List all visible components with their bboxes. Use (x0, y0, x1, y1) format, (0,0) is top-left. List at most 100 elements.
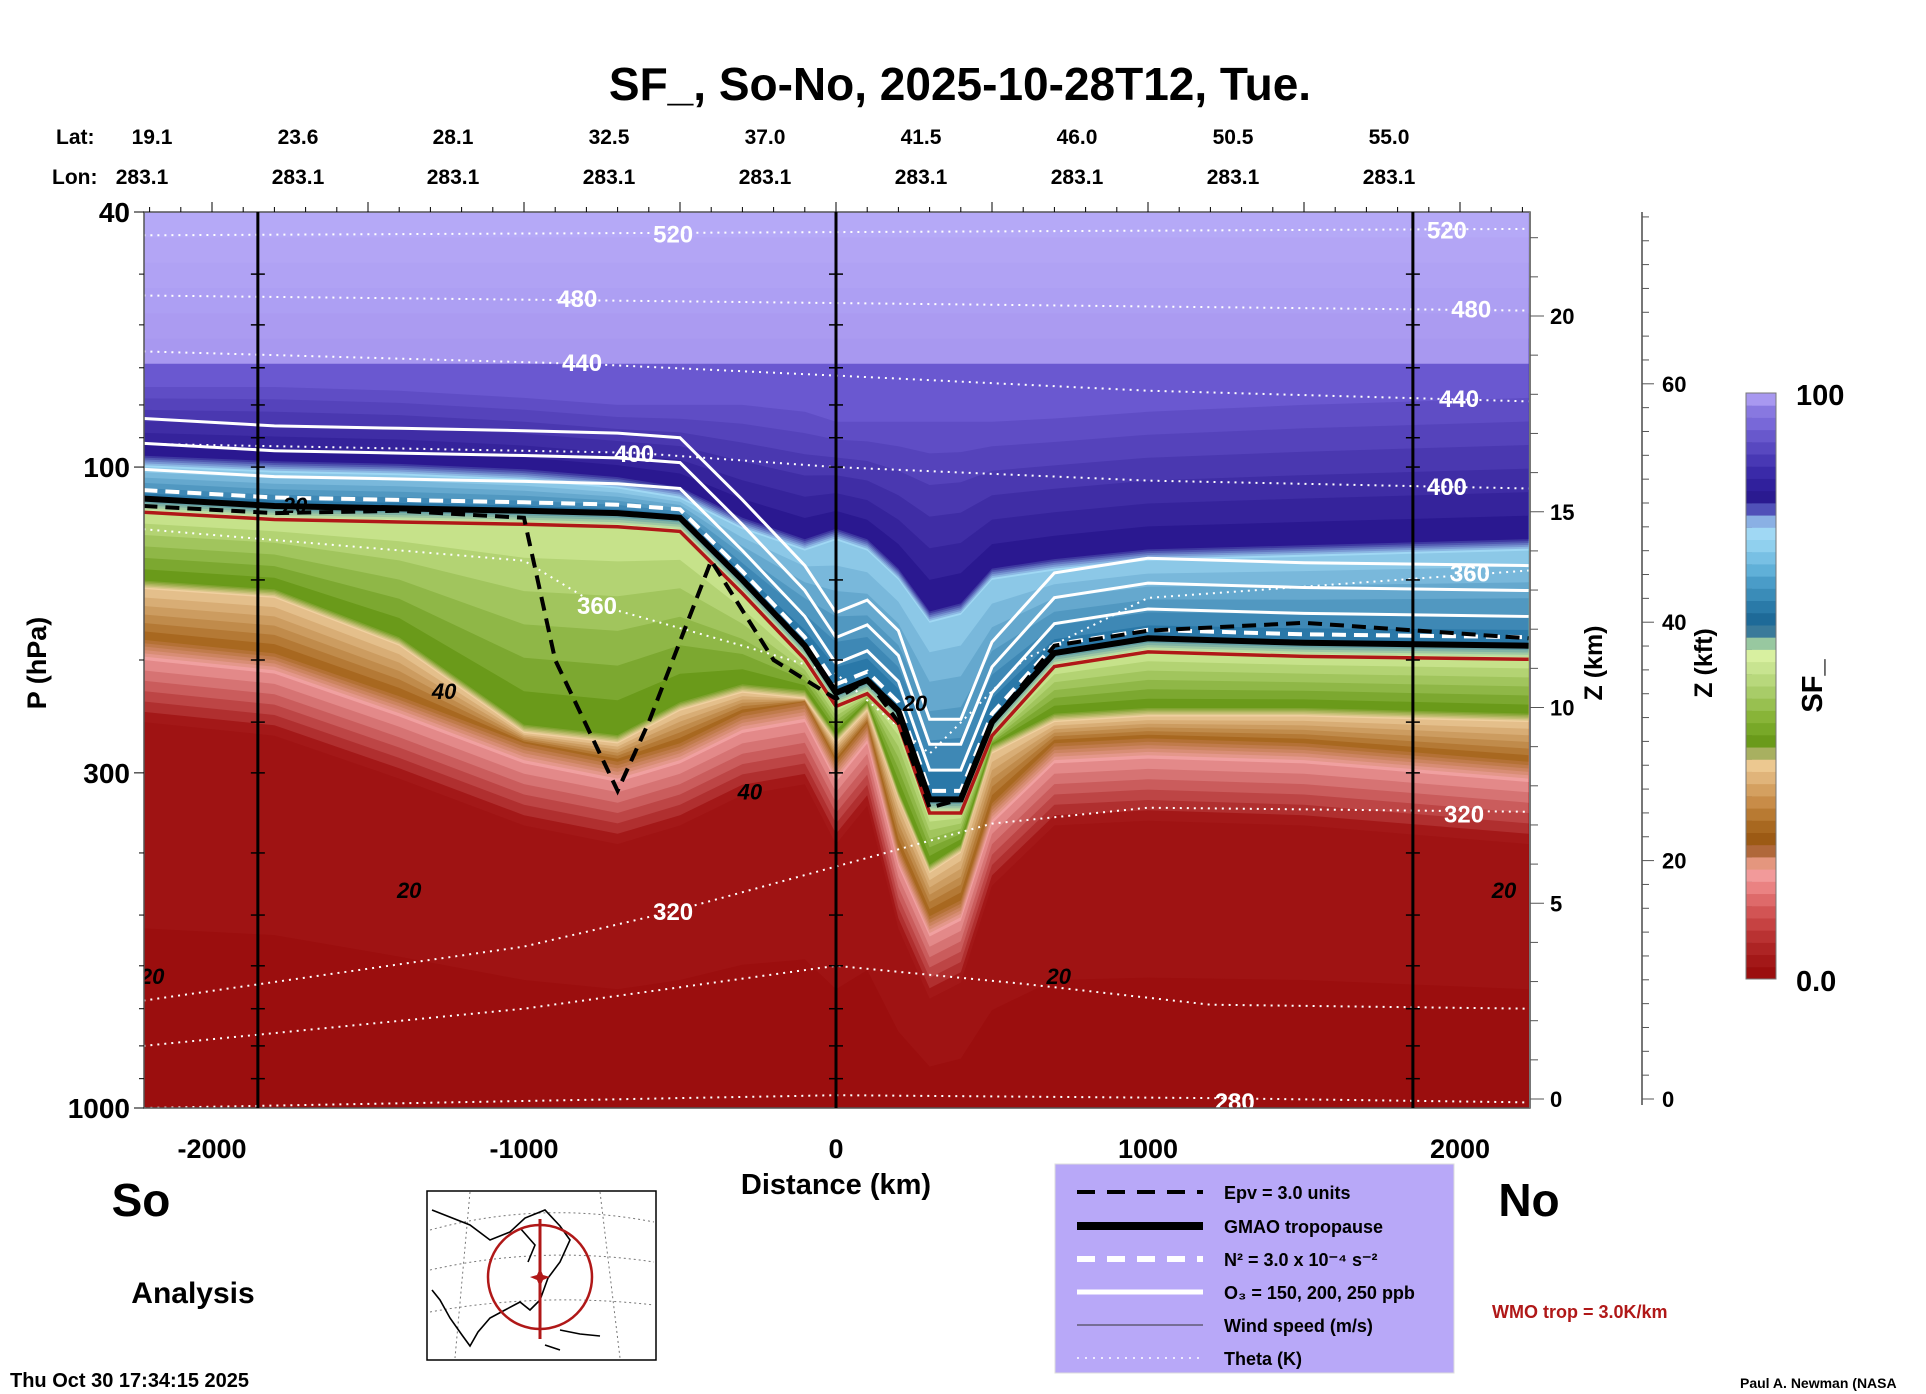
colorbar-swatch (1746, 905, 1776, 919)
z-km-label: Z (km) (1580, 626, 1608, 701)
theta-label: 480 (557, 286, 597, 313)
lon-value: 283.1 (1207, 166, 1260, 189)
wmo-tropopause (144, 510, 1529, 815)
colorbar-swatch (1746, 954, 1776, 968)
x-tick-label: -2000 (177, 1134, 246, 1164)
lat-value: 28.1 (433, 126, 474, 149)
colorbar-swatch (1746, 502, 1776, 516)
colorbar-swatch (1746, 600, 1776, 614)
colorbar-swatch (1746, 844, 1776, 858)
lon-label: Lon: (52, 166, 97, 189)
colorbar-swatch (1746, 441, 1776, 455)
lon-value: 283.1 (1051, 166, 1104, 189)
theta-contour (144, 964, 1529, 1047)
colorbar-swatch (1746, 612, 1776, 626)
gmao-tropopause (144, 495, 1529, 803)
lon-value: 283.1 (427, 166, 480, 189)
legend-label: O₃ = 150, 200, 250 ppb (1224, 1283, 1415, 1303)
ozone-contour (144, 467, 1529, 772)
theta-label: 480 (1451, 297, 1491, 324)
theta-label: 280 (1215, 1089, 1255, 1116)
lat-label: Lat: (56, 126, 95, 149)
legend-box (1054, 1163, 1455, 1374)
theta-label: 400 (614, 441, 654, 468)
colorbar-swatch (1746, 917, 1776, 931)
x-axis-label: Distance (km) (741, 1169, 931, 1201)
wind-speed-label: 20 (396, 878, 422, 903)
colorbar-swatch (1746, 515, 1776, 528)
wind-speed-label: 20 (902, 691, 928, 716)
lat-value: 50.5 (1213, 126, 1254, 149)
y-tick-label: 300 (83, 758, 130, 789)
colorbar-max-label: 100 (1796, 380, 1844, 412)
colorbar-swatch (1746, 759, 1776, 772)
wind-speed-label: 40 (431, 679, 457, 704)
colorbar-swatch (1746, 698, 1776, 711)
y-tick-label: 1000 (68, 1093, 130, 1124)
wmo-trop-label: WMO trop = 3.0K/km (1492, 1302, 1668, 1322)
north-label: No (1498, 1174, 1559, 1226)
colorbar-swatch (1746, 576, 1776, 589)
z-kft-tick-label: 20 (1662, 849, 1686, 874)
colorbar-swatch (1746, 649, 1776, 663)
colorbar-min-label: 0.0 (1796, 966, 1836, 998)
center-star-icon (530, 1268, 550, 1287)
y-tick-label: 40 (99, 197, 130, 228)
analysis-label: Analysis (131, 1277, 254, 1310)
colorbar-swatch (1746, 856, 1776, 870)
legend-label: Epv = 3.0 units (1224, 1183, 1351, 1203)
colorbar-swatch (1746, 624, 1776, 638)
colorbar-swatch (1746, 637, 1776, 650)
colorbar-swatch (1746, 722, 1776, 736)
colorbar-swatch (1746, 771, 1776, 785)
lon-value: 283.1 (895, 166, 948, 189)
colorbar-swatch (1746, 527, 1776, 540)
legend-label: N² = 3.0 x 10⁻⁴ s⁻² (1224, 1250, 1377, 1270)
colorbar-swatch (1746, 588, 1776, 602)
lat-value: 55.0 (1369, 126, 1410, 149)
x-tick-label: -1000 (489, 1134, 558, 1164)
lat-value: 37.0 (745, 126, 786, 149)
colorbar-swatch (1746, 686, 1776, 699)
z-kft-tick-label: 40 (1662, 610, 1686, 635)
colorbar-swatch (1746, 893, 1776, 907)
y-tick-label: 100 (83, 452, 130, 483)
lon-value: 283.1 (583, 166, 636, 189)
colorbar-swatch (1746, 551, 1776, 565)
colorbar-swatch (1746, 393, 1776, 406)
colorbar-swatch (1746, 478, 1776, 492)
colorbar-label: SF_ (1797, 659, 1829, 713)
lat-value: 32.5 (589, 126, 630, 149)
chart-title: SF_, So-No, 2025-10-28T12, Tue. (609, 58, 1311, 110)
colorbar-swatch (1746, 417, 1776, 431)
x-tick-label: 0 (828, 1134, 843, 1164)
colorbar-swatch (1746, 454, 1776, 467)
colorbar-swatch (1746, 673, 1776, 687)
lon-value: 283.1 (1363, 166, 1416, 189)
colorbar-swatch (1746, 881, 1776, 895)
theta-label: 400 (1427, 474, 1467, 501)
y-axis-label: P (hPa) (22, 617, 52, 710)
colorbar-swatch (1746, 490, 1776, 504)
wind-speed-label: 20 (282, 493, 308, 518)
z-kft-tick-label: 0 (1662, 1087, 1674, 1112)
theta-label: 360 (577, 593, 617, 620)
colorbar-swatch (1746, 539, 1776, 553)
legend-label: Theta (K) (1224, 1349, 1302, 1369)
z-km-tick-label: 10 (1550, 696, 1574, 721)
theta-label: 440 (1439, 386, 1479, 413)
colorbar-swatch (1746, 747, 1776, 760)
z-km-tick-label: 15 (1550, 500, 1574, 525)
x-tick-label: 2000 (1430, 1134, 1490, 1164)
theta-contour (144, 1094, 1529, 1108)
colorbar-swatch (1746, 563, 1776, 577)
wind-speed-label: 20 (1046, 964, 1072, 989)
wind-speed-label: 20 (139, 964, 165, 989)
axes: -2000 -1000 0 1000 2000 40 100 300 1000 0 5 10 15 20 0… (68, 197, 1687, 1164)
theta-label: 520 (653, 221, 693, 248)
colorbar-swatch (1746, 966, 1776, 980)
legend: Epv = 3.0 units GMAO tropopause N² = 3.0 x… (1054, 1163, 1455, 1374)
lat-value: 46.0 (1057, 126, 1098, 149)
colorbar-swatch (1746, 930, 1776, 943)
